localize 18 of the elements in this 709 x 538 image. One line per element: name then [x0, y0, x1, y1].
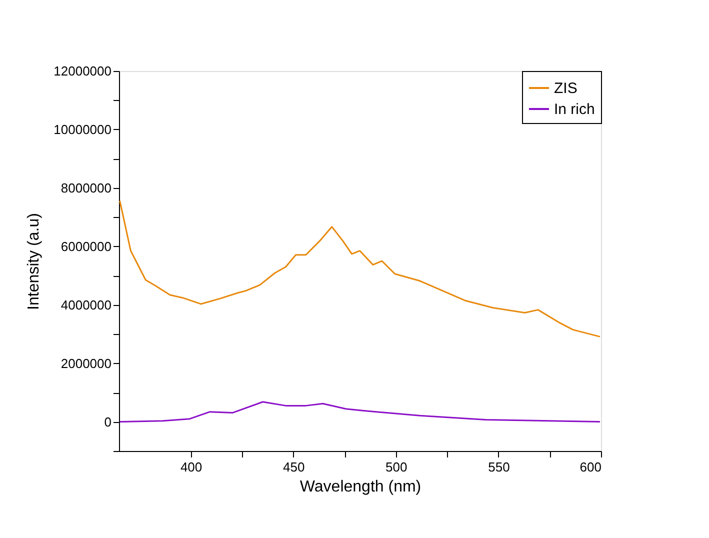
legend-label: In rich: [554, 101, 595, 118]
y-tick-label: 8000000: [60, 180, 112, 196]
y-tick-label: 4000000: [60, 297, 112, 312]
x-tick-label: 500: [386, 460, 408, 474]
y-tick-label: 12000000: [54, 64, 112, 78]
line-series: [119, 200, 601, 338]
line-series: [119, 401, 601, 423]
legend-label: ZIS: [554, 80, 578, 97]
y-axis-title: Intensity (a.u): [26, 213, 43, 310]
x-tick-label: 600: [580, 460, 602, 474]
y-tick-label: 0: [104, 414, 112, 430]
y-tick-label: 6000000: [60, 238, 112, 254]
x-axis-title: Wavelength (nm): [300, 478, 422, 496]
x-tick-label: 400: [180, 460, 202, 474]
y-tick-label: 2000000: [60, 356, 112, 371]
y-tick-label: 10000000: [54, 122, 112, 137]
x-tick-label: 450: [282, 460, 305, 474]
x-tick-label: 550: [488, 460, 510, 474]
